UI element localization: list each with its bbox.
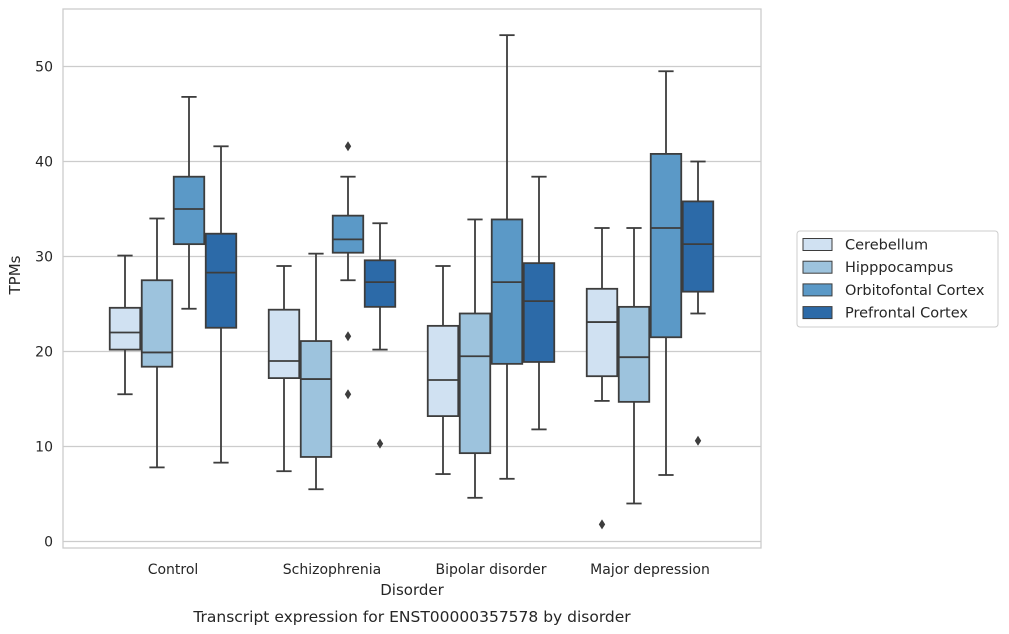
x-axis-label: Disorder (380, 581, 444, 599)
boxes-layer (108, 34, 715, 530)
y-tick-label: 0 (44, 535, 53, 551)
plot-frame (62, 8, 762, 549)
box-hipppocampus (299, 252, 333, 491)
outlier-point (344, 389, 352, 400)
box-iqr (172, 175, 206, 246)
box-orbitofontal-cortex (331, 141, 365, 400)
box-iqr (458, 312, 492, 455)
outlier-point (598, 519, 606, 530)
y-tick-label: 10 (35, 440, 53, 456)
box-iqr (140, 279, 174, 368)
box-iqr (617, 305, 651, 403)
outlier-point (376, 438, 384, 449)
box-orbitofontal-cortex (649, 70, 683, 476)
box-prefrontal-cortex (522, 175, 556, 431)
y-tick-label: 20 (35, 345, 53, 361)
box-cerebellum (267, 265, 301, 473)
legend-swatch (802, 260, 833, 274)
box-cerebellum (585, 227, 619, 530)
box-hipppocampus (140, 217, 174, 469)
legend-label: Cerebellum (845, 238, 928, 254)
box-hipppocampus (458, 218, 492, 499)
y-tick-label: 40 (35, 155, 53, 171)
legend-frame (796, 230, 999, 328)
x-tick-label: Bipolar disorder (435, 562, 546, 578)
gridlines (63, 65, 761, 543)
box-prefrontal-cortex (204, 145, 238, 464)
box-hipppocampus (617, 227, 651, 505)
x-tick-label: Schizophrenia (283, 562, 381, 578)
box-iqr (649, 152, 683, 339)
outlier-point (694, 435, 702, 446)
y-axis-label: TPMs (6, 255, 24, 295)
box-cerebellum (108, 254, 142, 396)
box-orbitofontal-cortex (490, 34, 524, 480)
box-cerebellum (426, 265, 460, 475)
y-tick-label: 50 (35, 60, 53, 76)
legend: Cerebellum Hipppocampus Orbitofontal Corte… (796, 230, 999, 328)
box-iqr (426, 324, 460, 418)
legend-swatch (802, 306, 833, 320)
x-tick-label: Control (148, 562, 199, 578)
legend-swatch (802, 238, 833, 251)
outlier-point (344, 331, 352, 342)
box-iqr (363, 259, 397, 308)
outlier-point (344, 141, 352, 152)
legend-label: Orbitofontal Cortex (845, 283, 985, 299)
box-iqr (490, 218, 524, 365)
chart-caption: Transcript expression for ENST0000035757… (192, 608, 631, 626)
box-iqr (331, 214, 365, 254)
legend-swatch (802, 283, 833, 297)
box-orbitofontal-cortex (172, 96, 206, 310)
box-iqr (522, 262, 556, 363)
box-iqr (204, 232, 238, 329)
x-tick-label: Major depression (590, 562, 710, 578)
legend-label: Hipppocampus (845, 260, 953, 276)
y-tick-label: 30 (35, 250, 53, 266)
box-iqr (108, 306, 142, 351)
box-prefrontal-cortex (681, 160, 715, 446)
box-iqr (681, 200, 715, 293)
box-prefrontal-cortex (363, 222, 397, 449)
x-axis-ticks: Control Schizophrenia Bipolar disorder Majo… (148, 562, 710, 578)
box-iqr (585, 287, 619, 378)
y-axis-ticks: 0 10 20 30 40 50 (35, 60, 53, 551)
box-iqr (267, 308, 301, 380)
box-iqr (299, 340, 333, 458)
legend-label: Prefrontal Cortex (845, 306, 968, 322)
